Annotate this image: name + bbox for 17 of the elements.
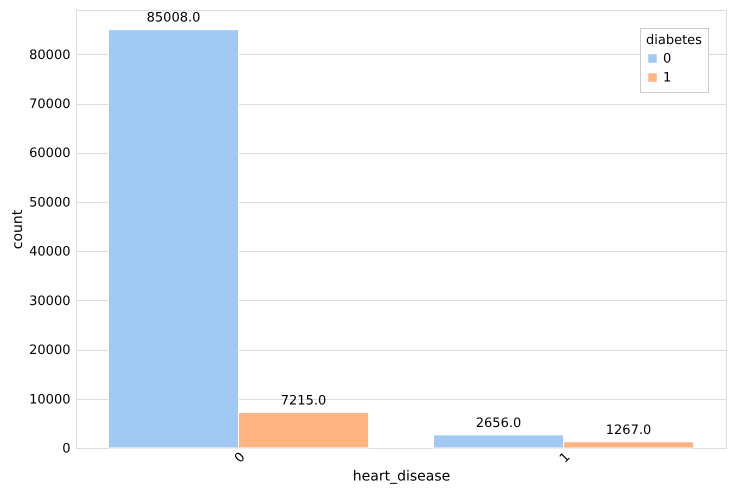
data-label: 7215.0 xyxy=(280,393,326,408)
y-axis-title: count xyxy=(10,209,26,250)
y-tick-label: 70000 xyxy=(29,97,70,112)
y-tick-label: 10000 xyxy=(29,392,70,408)
y-tick-label: 60000 xyxy=(29,146,70,162)
x-axis-title: heart_disease xyxy=(352,468,450,485)
legend-title: diabetes xyxy=(646,33,702,48)
y-tick-label: 50000 xyxy=(29,195,70,210)
legend-label: 1 xyxy=(663,70,672,86)
y-tick-label: 40000 xyxy=(29,244,70,260)
data-label: 1267.0 xyxy=(606,422,652,438)
data-label: 2656.0 xyxy=(476,416,522,431)
y-tick-label: 30000 xyxy=(29,294,70,309)
data-label: 85008.0 xyxy=(146,10,200,26)
y-tick-label: 80000 xyxy=(29,48,70,63)
y-tick-label: 20000 xyxy=(29,343,70,358)
legend-label: 0 xyxy=(663,52,672,66)
